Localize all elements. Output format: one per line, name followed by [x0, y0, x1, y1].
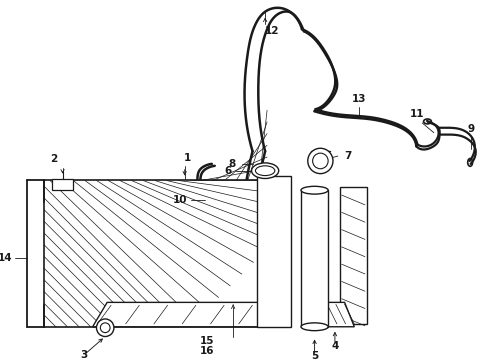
- Text: 9: 9: [467, 124, 474, 134]
- Text: 8: 8: [228, 159, 236, 169]
- Text: 6: 6: [225, 166, 232, 176]
- Text: 1: 1: [184, 153, 191, 163]
- Polygon shape: [93, 302, 287, 327]
- Text: 7: 7: [344, 151, 351, 161]
- Circle shape: [308, 148, 333, 174]
- FancyBboxPatch shape: [52, 179, 73, 190]
- Text: 13: 13: [352, 94, 367, 104]
- Bar: [257, 176, 291, 327]
- Ellipse shape: [255, 166, 275, 176]
- Ellipse shape: [251, 163, 279, 179]
- Bar: [340, 187, 367, 324]
- Text: 15: 15: [200, 336, 214, 346]
- Polygon shape: [316, 302, 354, 327]
- Ellipse shape: [301, 323, 328, 331]
- Text: 5: 5: [311, 351, 318, 360]
- Circle shape: [313, 153, 328, 169]
- Text: 12: 12: [265, 26, 279, 36]
- Bar: [44, 180, 267, 327]
- Text: 16: 16: [200, 346, 214, 356]
- Ellipse shape: [301, 186, 328, 194]
- Circle shape: [100, 323, 110, 333]
- Text: 2: 2: [50, 154, 57, 164]
- Text: 14: 14: [0, 253, 13, 264]
- Text: 10: 10: [172, 195, 187, 205]
- Circle shape: [97, 319, 114, 337]
- Text: 3: 3: [80, 350, 88, 360]
- Text: 11: 11: [410, 109, 424, 119]
- Bar: [301, 190, 328, 327]
- Text: 4: 4: [331, 341, 339, 351]
